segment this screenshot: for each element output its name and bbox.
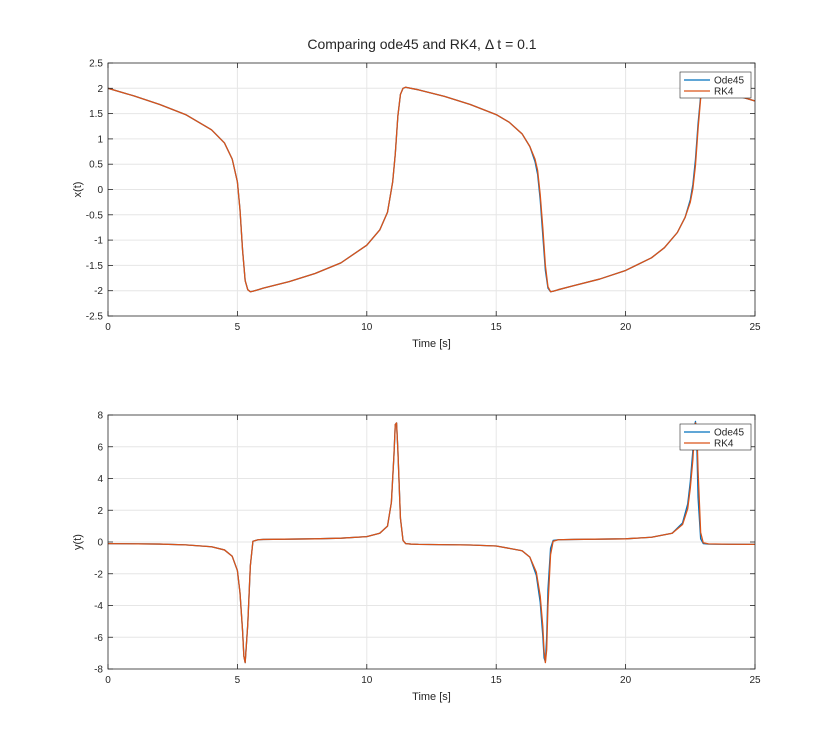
y-tick-label: 1.5 [89,109,103,120]
series-line-rk4 [108,422,755,664]
y-tick-label: -4 [94,601,103,612]
axes-top-x-of-t: 0 5 10 15 20 25 -2.5 -2 -1.5 -1 -0.5 0 0.5 1 1.5 2 2.5 Ti… [72,59,761,351]
x-tick-label: 15 [491,322,503,333]
x-axis-label: Time [s] [412,691,451,703]
y-tick-label: 8 [97,411,103,422]
y-tick-label: 4 [97,474,103,485]
y-tick-label: -2 [94,569,103,580]
y-tick-label: 0 [97,538,103,549]
legend-label-ode45: Ode45 [714,76,744,87]
x-tick-label: 25 [749,675,761,686]
y-tick-label: 6 [97,442,103,453]
x-tick-label: 25 [749,322,761,333]
y-tick-label: -8 [94,665,103,676]
y-tick-label: 2.5 [89,59,103,70]
figure-title: Comparing ode45 and RK4, Δ t = 0.1 [307,36,536,52]
legend-label-rk4: RK4 [714,87,734,98]
legend-label-ode45: Ode45 [714,428,744,439]
y-tick-label: -2 [94,286,103,297]
y-tick-label: -2.5 [86,312,104,323]
y-tick-label: 0 [97,185,103,196]
y-axis-label: y(t) [72,534,84,550]
y-tick-label: 2 [97,84,103,95]
x-tick-label: 0 [105,675,111,686]
x-axis-label: Time [s] [412,338,451,350]
x-tick-label: 20 [620,675,632,686]
y-tick-label: 2 [97,506,103,517]
y-tick-label: 1 [97,134,103,145]
legend-box [679,423,752,451]
axes-bottom-y-of-t: 0 5 10 15 20 25 -8 -6 -4 -2 0 2 4 6 8 Time [s] y(t) Ode45… [72,411,761,704]
x-tick-label: 20 [620,322,632,333]
y-tick-label: -1 [94,236,103,247]
x-tick-label: 10 [361,675,373,686]
x-tick-label: 10 [361,322,373,333]
y-tick-label: 0.5 [89,160,103,171]
x-tick-label: 5 [235,322,241,333]
y-tick-label: -0.5 [86,210,104,221]
x-tick-label: 5 [235,675,241,686]
x-tick-label: 0 [105,322,111,333]
legend-box [679,71,752,99]
y-tick-label: -6 [94,633,103,644]
x-tick-label: 15 [491,675,503,686]
y-tick-label: -1.5 [86,261,104,272]
y-axis-label: x(t) [72,182,84,198]
legend-label-rk4: RK4 [714,439,734,450]
series-line-rk4 [108,86,755,293]
